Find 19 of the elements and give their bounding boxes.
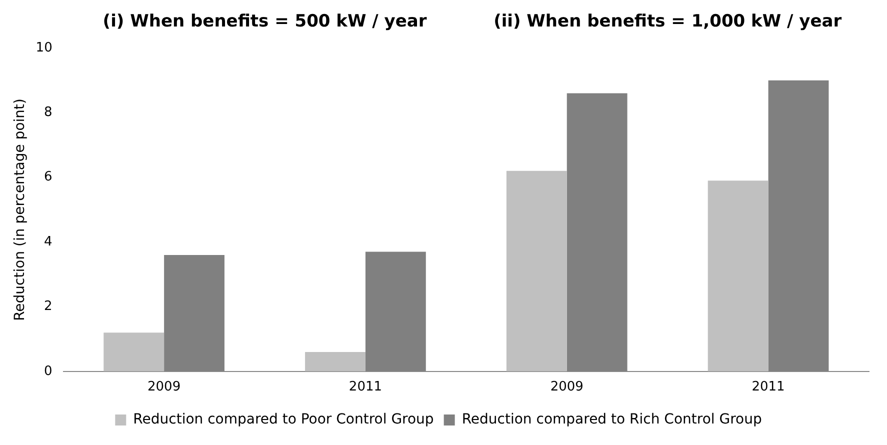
y-tick-label: 4 [44,234,52,250]
legend-label: Reduction compared to Rich Control Group [462,412,762,428]
y-tick-label: 8 [44,105,52,120]
y-tick-label: 10 [36,40,52,56]
y-tick-label: 0 [44,364,52,379]
text: (i) When benefits = 500 kW / year [102,11,428,32]
x-tick-label: 2011 [348,380,382,395]
x-tick-label: 2009 [148,380,181,395]
bar [104,332,164,372]
x-tick-label: 2011 [752,380,785,395]
legend-label: Reduction compared to Poor Control Group [133,412,434,428]
bar [305,352,366,372]
y-tick-label: 2 [44,299,52,314]
y-tick-label: 6 [44,170,52,185]
x-tick-label: 2009 [550,380,584,395]
bar [708,180,768,372]
bar [506,170,567,372]
y-axis-title: Reduction (in percentage point) [12,98,28,321]
text: (ii) When benefits = 1,000 kW / year [494,11,842,32]
